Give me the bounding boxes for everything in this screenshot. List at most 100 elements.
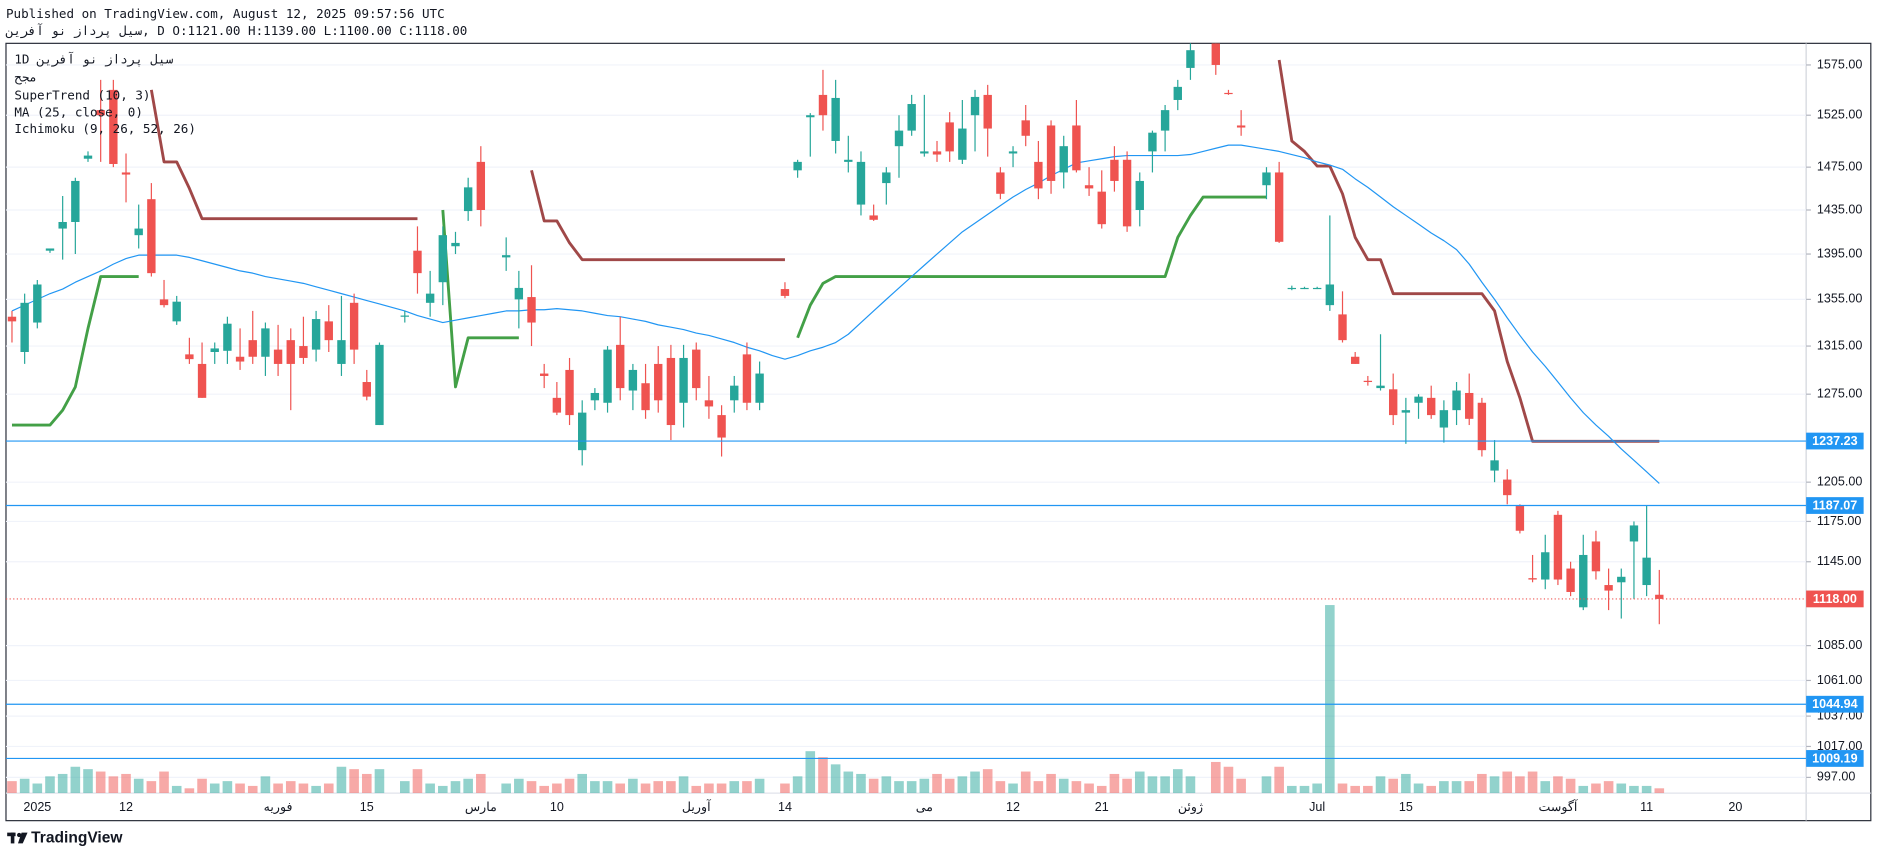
volume-bar [361,773,372,794]
plot-area [5,43,1807,794]
candle-body [692,349,701,389]
volume-bar [982,769,993,794]
volume-bar [868,778,879,794]
x-tick-label: ژوئن [1178,800,1203,815]
volume-bar [336,766,347,794]
candle-body [235,356,245,362]
volume-bar [1426,785,1436,794]
candle-body [1553,514,1563,580]
price-tag [1806,750,1864,767]
candle-body [413,250,422,274]
candle-body [248,340,257,357]
candle-body [1363,380,1373,383]
candle-body [1617,576,1626,583]
volume-bar [1565,778,1576,794]
volume-bar [577,773,587,794]
volume-bar [602,781,613,794]
candle-body [1452,390,1461,411]
volume-bar [1515,776,1525,794]
volume-bar [1046,773,1056,794]
axes-layer: 1575.00 1525.00 1475.00 1435.00 1395.00 1355.… [23,57,1864,815]
candle-body [780,289,790,296]
candle-body [666,357,676,426]
candle-body [1122,159,1132,227]
volume-bar [995,781,1006,794]
volume-bar [260,776,271,794]
x-tick-label: آگوست [1539,798,1579,815]
volume-bar [1641,785,1652,794]
volume-bar [742,781,752,794]
candle-body [83,155,93,159]
volume-bar [108,776,119,794]
volume-bar [285,781,296,794]
volume-bar [640,783,651,794]
candle-body [1591,541,1601,572]
candle-body [425,293,435,303]
candle-body [1503,479,1512,496]
price-tag-label: 1044.94 [1812,697,1857,711]
volume-bar [805,751,816,794]
volume-bar [121,773,131,794]
candle-body [438,235,448,283]
candle-body [755,373,764,403]
y-tick-label: 1017.00 [1817,739,1862,753]
volume-bar [374,769,385,794]
volume-bar [476,773,486,794]
y-tick-label: 1395.00 [1817,246,1862,260]
candle-body [172,301,181,322]
volume-bar [7,781,17,794]
candle-body [1224,92,1233,95]
candle-body [1300,287,1309,290]
volume-bar [311,785,321,794]
candle-body [1350,356,1360,364]
volume-bar [932,773,942,794]
candle-body [1401,410,1411,413]
candle-body [20,302,29,352]
candle-body [1338,314,1347,341]
legend-supertrend: SuperTrend (10, 3) [14,88,150,103]
x-tick-label: 21 [1095,800,1109,814]
candle-body [33,284,42,323]
volume-bar [792,776,803,794]
candle-body [362,382,371,397]
candle-body [375,344,384,426]
volume-bar [653,781,664,794]
candle-body [654,363,663,401]
x-tick-label: مارس [465,800,497,815]
ma-line [11,144,1660,484]
candle-body [1110,159,1119,181]
volume-bar [514,778,524,794]
candle-body [932,151,942,155]
y-tick-label: 1205.00 [1817,474,1862,488]
volume-bar [1502,771,1513,794]
volume-bar [1185,776,1196,794]
candle-body [793,161,802,171]
candle-body [463,187,473,212]
volume-bar [818,757,828,794]
candle-body [261,328,270,357]
y-tick-label: 1435.00 [1817,202,1862,216]
x-tick-label: 14 [778,800,792,814]
candle-body [134,228,143,236]
candle-body [603,349,612,403]
legend-ichimoku: Ichimoku (9, 26, 52, 26) [14,121,196,136]
candle-body [476,161,486,210]
volume-bar [1654,788,1665,794]
volume-bar [146,781,157,794]
x-tick-label: 12 [1006,800,1020,814]
x-tick-label: Jul [1309,800,1325,814]
candle-body [983,94,992,129]
candle-body [324,321,333,341]
volume-bar [133,778,144,794]
price-tag [1806,590,1864,608]
candle-body [1427,397,1436,416]
candle-body [578,412,587,451]
volume-bar [1008,783,1018,794]
volume-bar [729,781,740,794]
candle-body [1414,396,1423,403]
candle-body [349,302,359,350]
volume-bar [1629,785,1639,794]
volume-bar [957,776,968,794]
candle-body [856,161,866,205]
candle-body [7,316,17,322]
